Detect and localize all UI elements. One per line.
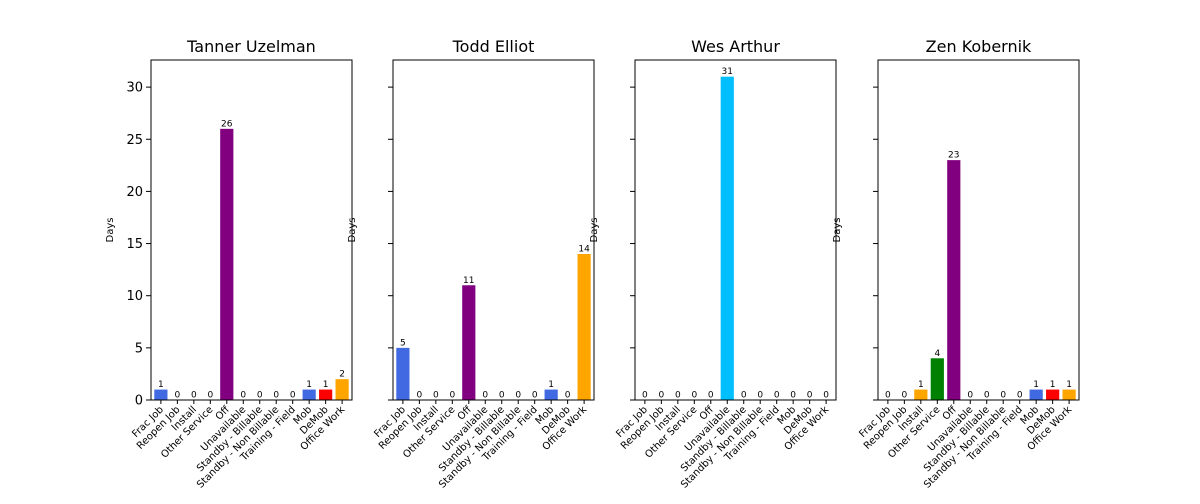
panel-3-data-label-0: 0	[642, 391, 648, 401]
panel-1-ytick-label-10: 10	[126, 289, 143, 304]
panel-4-data-label-7: 0	[1000, 391, 1006, 401]
panel-1-data-label-8: 0	[290, 391, 296, 401]
panel-4-bar-9	[1029, 389, 1043, 400]
panel-2-frame	[392, 59, 595, 401]
panel-4-frame	[877, 59, 1080, 401]
panel-3-data-label-1: 0	[658, 391, 664, 401]
panel-2-data-label-7: 0	[515, 391, 521, 401]
panel-1-bar-11	[335, 379, 349, 400]
panel-3-frame	[634, 59, 837, 401]
panel-3-data-label-8: 0	[774, 391, 780, 401]
panel-3-data-label-7: 0	[757, 391, 763, 401]
panel-3-data-label-6: 0	[741, 391, 747, 401]
panel-2-data-label-8: 0	[532, 391, 538, 401]
panel-2-data-label-0: 5	[400, 338, 406, 348]
panel-4-data-label-0: 0	[885, 391, 891, 401]
panel-4-data-label-3: 4	[934, 349, 940, 359]
panel-4-bar-10	[1046, 389, 1060, 400]
panel-4-data-label-4: 23	[948, 151, 959, 161]
panel-2-data-label-4: 11	[463, 276, 474, 286]
panel-1-ytick-label-25: 25	[126, 133, 143, 148]
panel-1-data-label-7: 0	[273, 391, 279, 401]
panel-2-bar-9	[544, 389, 558, 400]
panel-3-data-label-10: 0	[807, 391, 813, 401]
panel-1-data-label-5: 0	[240, 391, 246, 401]
panel-4-data-label-1: 0	[901, 391, 907, 401]
panel-2-bar-4	[462, 285, 476, 400]
panel-1-frame	[150, 59, 353, 401]
panel-2-data-label-1: 0	[416, 391, 422, 401]
panel-1-data-label-2: 0	[191, 391, 197, 401]
panel-4-data-label-6: 0	[984, 391, 990, 401]
panel-2-data-label-2: 0	[433, 391, 439, 401]
panel-2-data-label-5: 0	[482, 391, 488, 401]
panel-1-data-label-0: 1	[158, 380, 164, 390]
panel-4-data-label-5: 0	[967, 391, 973, 401]
panel-3-ylabel: Days	[589, 218, 600, 243]
panel-1-bar-4	[220, 128, 234, 400]
panel-4-title: Zen Kobernik	[926, 37, 1032, 56]
panel-4-bar-3	[930, 358, 944, 400]
panel-2-title: Todd Elliot	[452, 37, 535, 56]
panel-2-data-label-6: 0	[499, 391, 505, 401]
panel-4-bar-2	[914, 389, 928, 400]
panel-2-data-label-11: 14	[578, 244, 590, 254]
panel-1-data-label-11: 2	[339, 370, 345, 380]
panel-1-data-label-4: 26	[221, 119, 233, 129]
panel-1-ytick-label-5: 5	[135, 341, 143, 356]
panel-2-bar-0	[396, 347, 410, 400]
panel-1-ytick-label-15: 15	[126, 237, 143, 252]
panel-1-data-label-3: 0	[207, 391, 213, 401]
panel-4-data-label-2: 1	[918, 380, 924, 390]
panel-2-data-label-9: 1	[548, 380, 554, 390]
panel-2-bar-11	[577, 253, 591, 400]
panel-1-data-label-9: 1	[306, 380, 312, 390]
panel-2-data-label-10: 0	[565, 391, 571, 401]
panel-3-data-label-2: 0	[675, 391, 681, 401]
panel-1-ytick-label-30: 30	[126, 81, 143, 96]
panel-2-ylabel: Days	[347, 218, 358, 243]
panel-4-bar-4	[947, 160, 961, 400]
panel-1-bar-10	[319, 389, 333, 400]
panel-1-ytick-label-0: 0	[135, 394, 143, 409]
panel-1-ylabel: Days	[105, 218, 116, 243]
panel-1-data-label-1: 0	[174, 391, 180, 401]
panel-4-ylabel: Days	[832, 218, 843, 243]
panel-3-data-label-9: 0	[790, 391, 796, 401]
panel-1-title: Tanner Uzelman	[186, 37, 316, 56]
panel-3-data-label-11: 0	[823, 391, 829, 401]
panel-3-data-label-4: 0	[708, 391, 714, 401]
panel-3-bar-5	[720, 76, 734, 400]
panel-1-ytick-label-20: 20	[126, 185, 143, 200]
panel-1-data-label-6: 0	[257, 391, 263, 401]
panel-1-data-label-10: 1	[323, 380, 329, 390]
panel-4-data-label-8: 0	[1017, 391, 1023, 401]
panel-4-data-label-9: 1	[1033, 380, 1039, 390]
panel-4-data-label-10: 1	[1050, 380, 1056, 390]
panel-3-title: Wes Arthur	[691, 37, 780, 56]
panel-3-data-label-3: 0	[691, 391, 697, 401]
panel-3-data-label-5: 31	[722, 67, 733, 77]
panel-2-data-label-3: 0	[449, 391, 455, 401]
panel-1-bar-9	[302, 389, 316, 400]
panel-1-bar-0	[154, 389, 168, 400]
panel-4-bar-11	[1062, 389, 1076, 400]
panel-4-data-label-11: 1	[1066, 380, 1072, 390]
